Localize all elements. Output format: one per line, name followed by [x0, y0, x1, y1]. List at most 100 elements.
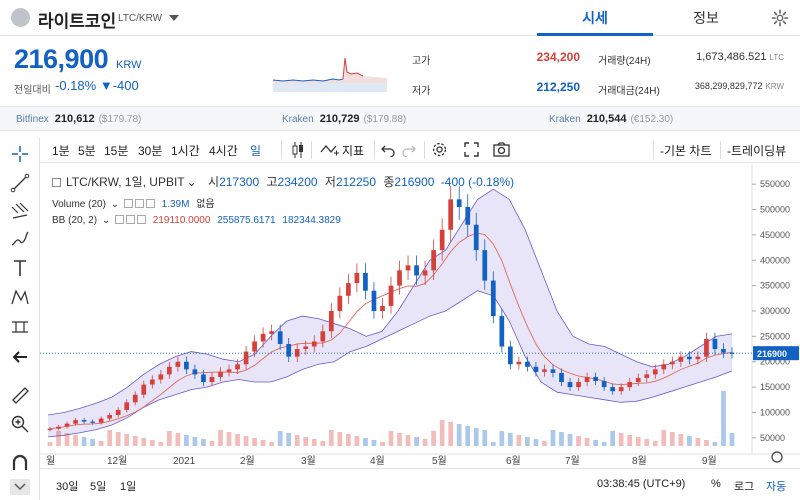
candle-body	[525, 361, 530, 367]
pattern-icon[interactable]	[10, 287, 30, 307]
bb-legend[interactable]: BB (20, 2) ⌄ 219110.0000 255875.6171 182…	[52, 215, 341, 226]
settings-icon[interactable]	[431, 141, 448, 158]
candle-body	[166, 366, 172, 375]
separator	[311, 141, 312, 159]
interval-5m[interactable]: 5분	[78, 144, 96, 158]
volume-bar	[490, 442, 496, 446]
current-price-label: 216900	[757, 349, 787, 359]
change-label: 전일대비	[14, 85, 51, 96]
settings-icon[interactable]	[134, 199, 144, 208]
y-tick-label: 350000	[760, 281, 790, 291]
volume-bar	[107, 430, 113, 446]
volume-bar	[311, 439, 317, 446]
coin-pair[interactable]: LTC/KRW	[118, 13, 163, 24]
candle-body	[90, 421, 95, 423]
basic-chart-button[interactable]: -기본 차트	[660, 144, 712, 158]
fib-icon[interactable]	[10, 201, 30, 221]
candle-body	[669, 361, 675, 365]
low-label: 저가	[412, 86, 431, 97]
measure-icon[interactable]	[10, 317, 30, 337]
volume-bar	[192, 437, 198, 446]
indicator-icon[interactable]	[320, 142, 340, 158]
volume-legend[interactable]: Volume (20) ⌄ 1.39M 없음	[52, 199, 215, 210]
separator	[424, 141, 425, 159]
range-30d[interactable]: 30일	[56, 481, 79, 493]
exchange-item[interactable]: Bitfinex 210,612 ($179.78)	[16, 113, 142, 125]
candle-body	[678, 356, 684, 362]
chevron-down-icon[interactable]	[169, 15, 179, 21]
volume-bar	[260, 440, 266, 446]
volume-bar	[439, 420, 445, 446]
brush-icon[interactable]	[10, 229, 30, 249]
candle-body	[482, 250, 488, 281]
redo-icon[interactable]	[402, 143, 416, 157]
indicator-button[interactable]: 지표	[342, 144, 365, 158]
auto-toggle[interactable]: 자동	[766, 481, 787, 493]
amount-value: 368,299,829,772 KRW	[694, 81, 784, 91]
collapse-legend-icon[interactable]	[52, 178, 61, 187]
volume-bar	[627, 435, 633, 446]
timezone[interactable]: 03:38:45 (UTC+9)	[597, 478, 686, 490]
fullscreen-icon[interactable]	[464, 142, 479, 157]
collapse-icon[interactable]	[10, 479, 30, 495]
bollinger-upper-line	[47, 188, 733, 416]
back-arrow-icon[interactable]	[10, 347, 30, 367]
interval-1h[interactable]: 1시간	[171, 144, 200, 158]
tradingview-button[interactable]: -트레이딩뷰	[727, 144, 787, 158]
volume-bar	[81, 437, 87, 446]
volume-bar	[669, 432, 675, 446]
zoom-icon[interactable]	[10, 414, 30, 434]
eye-icon[interactable]	[123, 199, 133, 208]
close-icon[interactable]	[145, 199, 155, 208]
close-icon[interactable]	[136, 215, 146, 224]
volume-bar	[431, 431, 436, 446]
candle-body	[627, 382, 633, 388]
separator	[720, 141, 721, 159]
eye-icon[interactable]	[114, 215, 124, 224]
undo-icon[interactable]	[381, 143, 395, 157]
header: 라이트코인 LTC/KRW 시세 정보	[0, 0, 800, 36]
drawing-toolbar	[0, 137, 40, 500]
trendline-icon[interactable]	[10, 173, 30, 193]
tab-info[interactable]: 정보	[693, 10, 719, 26]
tab-market[interactable]: 시세	[537, 0, 653, 36]
interval-4h[interactable]: 4시간	[209, 144, 238, 158]
interval-1m[interactable]: 1분	[52, 144, 70, 158]
percent-toggle[interactable]: %	[711, 478, 721, 490]
volume-bar	[610, 431, 616, 446]
interval-30m[interactable]: 30분	[138, 144, 163, 158]
camera-icon[interactable]	[493, 142, 510, 157]
volume-bar	[661, 430, 667, 446]
candle-body	[81, 420, 87, 422]
exchange-item[interactable]: Kraken 210,729 ($179.88)	[282, 113, 407, 125]
candle-body	[397, 270, 402, 286]
volume-bar	[252, 438, 257, 446]
settings-icon[interactable]	[125, 215, 135, 224]
candle-body	[456, 199, 462, 207]
candle-body	[559, 372, 564, 383]
coin-name[interactable]: 라이트코인	[38, 12, 117, 31]
volume-bar	[47, 442, 53, 446]
legend-symbol[interactable]: LTC/KRW, 1일, UPBIT	[66, 175, 185, 189]
candle-body	[354, 272, 360, 284]
magnet-icon[interactable]	[10, 453, 30, 473]
text-icon[interactable]	[10, 258, 30, 278]
volume-bar	[158, 442, 164, 446]
crosshair-icon[interactable]	[10, 144, 30, 164]
candle-type-icon[interactable]	[291, 141, 305, 159]
volume-bar	[567, 434, 573, 446]
candle-body	[269, 331, 275, 334]
range-5d[interactable]: 5일	[90, 481, 107, 493]
volume-bar	[235, 434, 240, 446]
volume-bar	[286, 433, 292, 446]
range-1d[interactable]: 1일	[120, 481, 137, 493]
log-toggle[interactable]: 로그	[734, 481, 755, 493]
interval-15m[interactable]: 15분	[104, 144, 129, 158]
gear-icon[interactable]	[771, 9, 789, 27]
volume-bar	[73, 435, 78, 446]
exchange-item[interactable]: Kraken 210,544 (€152.30)	[549, 113, 674, 125]
price-chart[interactable]: 50000 100000 150000 200000 250000 300000 35000…	[40, 164, 800, 500]
volume-bar	[584, 438, 590, 446]
ruler-icon[interactable]	[10, 385, 30, 405]
interval-1d[interactable]: 일	[250, 144, 262, 158]
